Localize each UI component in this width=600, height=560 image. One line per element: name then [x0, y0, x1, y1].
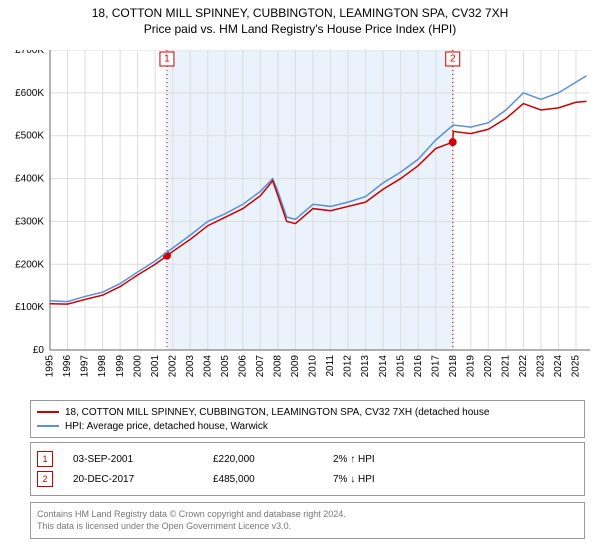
svg-text:2000: 2000 — [132, 355, 143, 378]
svg-text:2018: 2018 — [448, 355, 459, 378]
svg-text:£600K: £600K — [15, 88, 44, 99]
chart-container: 18, COTTON MILL SPINNEY, CUBBINGTON, LEA… — [0, 0, 600, 560]
chart-title: 18, COTTON MILL SPINNEY, CUBBINGTON, LEA… — [0, 0, 600, 37]
svg-text:2019: 2019 — [465, 355, 476, 378]
svg-text:2013: 2013 — [360, 355, 371, 378]
svg-text:2016: 2016 — [413, 355, 424, 378]
sale-delta-2: 7% ↓ HPI — [333, 474, 453, 485]
legend-row-1: 18, COTTON MILL SPINNEY, CUBBINGTON, LEA… — [37, 405, 578, 419]
legend: 18, COTTON MILL SPINNEY, CUBBINGTON, LEA… — [30, 400, 585, 438]
svg-text:1998: 1998 — [97, 355, 108, 378]
svg-text:2020: 2020 — [483, 355, 494, 378]
svg-text:1997: 1997 — [80, 355, 91, 378]
svg-text:2023: 2023 — [536, 355, 547, 378]
svg-text:1995: 1995 — [45, 355, 56, 378]
sale-row-2: 2 20-DEC-2017 £485,000 7% ↓ HPI — [37, 469, 578, 489]
sale-marker-2: 2 — [37, 471, 53, 487]
svg-text:1: 1 — [164, 54, 170, 65]
svg-text:2004: 2004 — [202, 355, 213, 378]
sale-date-1: 03-SEP-2001 — [73, 454, 213, 465]
svg-text:2024: 2024 — [553, 355, 564, 378]
svg-text:2001: 2001 — [150, 355, 161, 378]
svg-text:2012: 2012 — [343, 355, 354, 378]
svg-text:2011: 2011 — [325, 355, 336, 377]
legend-swatch-2 — [37, 425, 59, 427]
svg-text:1999: 1999 — [115, 355, 126, 378]
title-line-2: Price paid vs. HM Land Registry's House … — [0, 22, 600, 38]
chart-svg: £0 £100K £200K £300K £400K £500K £600K £700K 199… — [6, 50, 590, 390]
sale-row-1: 1 03-SEP-2001 £220,000 2% ↑ HPI — [37, 449, 578, 469]
sales-table: 1 03-SEP-2001 £220,000 2% ↑ HPI 2 20-DEC… — [30, 442, 585, 496]
svg-text:2002: 2002 — [167, 355, 178, 378]
title-line-1: 18, COTTON MILL SPINNEY, CUBBINGTON, LEA… — [0, 6, 600, 22]
svg-text:£300K: £300K — [15, 216, 44, 227]
legend-label-1: 18, COTTON MILL SPINNEY, CUBBINGTON, LEA… — [65, 407, 489, 418]
svg-text:2006: 2006 — [237, 355, 248, 378]
svg-text:2017: 2017 — [430, 355, 441, 378]
svg-text:2014: 2014 — [378, 355, 389, 378]
legend-row-2: HPI: Average price, detached house, Warw… — [37, 419, 578, 433]
sale-price-2: £485,000 — [213, 474, 333, 485]
sale-date-2: 20-DEC-2017 — [73, 474, 213, 485]
footer-line-2: This data is licensed under the Open Gov… — [37, 521, 578, 533]
svg-text:2022: 2022 — [518, 355, 529, 378]
svg-text:2005: 2005 — [220, 355, 231, 378]
svg-text:2010: 2010 — [308, 355, 319, 378]
sale-marker-1: 1 — [37, 451, 53, 467]
svg-text:2007: 2007 — [255, 355, 266, 378]
sale-price-1: £220,000 — [213, 454, 333, 465]
svg-text:2015: 2015 — [395, 355, 406, 378]
footer-line-1: Contains HM Land Registry data © Crown c… — [37, 509, 578, 521]
svg-text:£100K: £100K — [15, 302, 44, 313]
svg-text:£200K: £200K — [15, 259, 44, 270]
chart-plot-area: £0£100K£200K£300K£400K£500K£600K£700K199… — [50, 50, 590, 390]
svg-text:1996: 1996 — [62, 355, 73, 378]
footer: Contains HM Land Registry data © Crown c… — [30, 502, 585, 539]
svg-text:£400K: £400K — [15, 174, 44, 185]
legend-label-2: HPI: Average price, detached house, Warw… — [65, 421, 268, 432]
legend-swatch-1 — [37, 411, 59, 413]
svg-text:2021: 2021 — [500, 355, 511, 378]
svg-text:2025: 2025 — [571, 355, 582, 378]
svg-text:£700K: £700K — [15, 50, 44, 56]
svg-text:2: 2 — [450, 54, 456, 65]
sale-delta-1: 2% ↑ HPI — [333, 454, 453, 465]
svg-text:2009: 2009 — [290, 355, 301, 378]
svg-text:£500K: £500K — [15, 131, 44, 142]
svg-text:£0: £0 — [33, 345, 45, 356]
svg-text:2008: 2008 — [273, 355, 284, 378]
svg-text:2003: 2003 — [185, 355, 196, 378]
